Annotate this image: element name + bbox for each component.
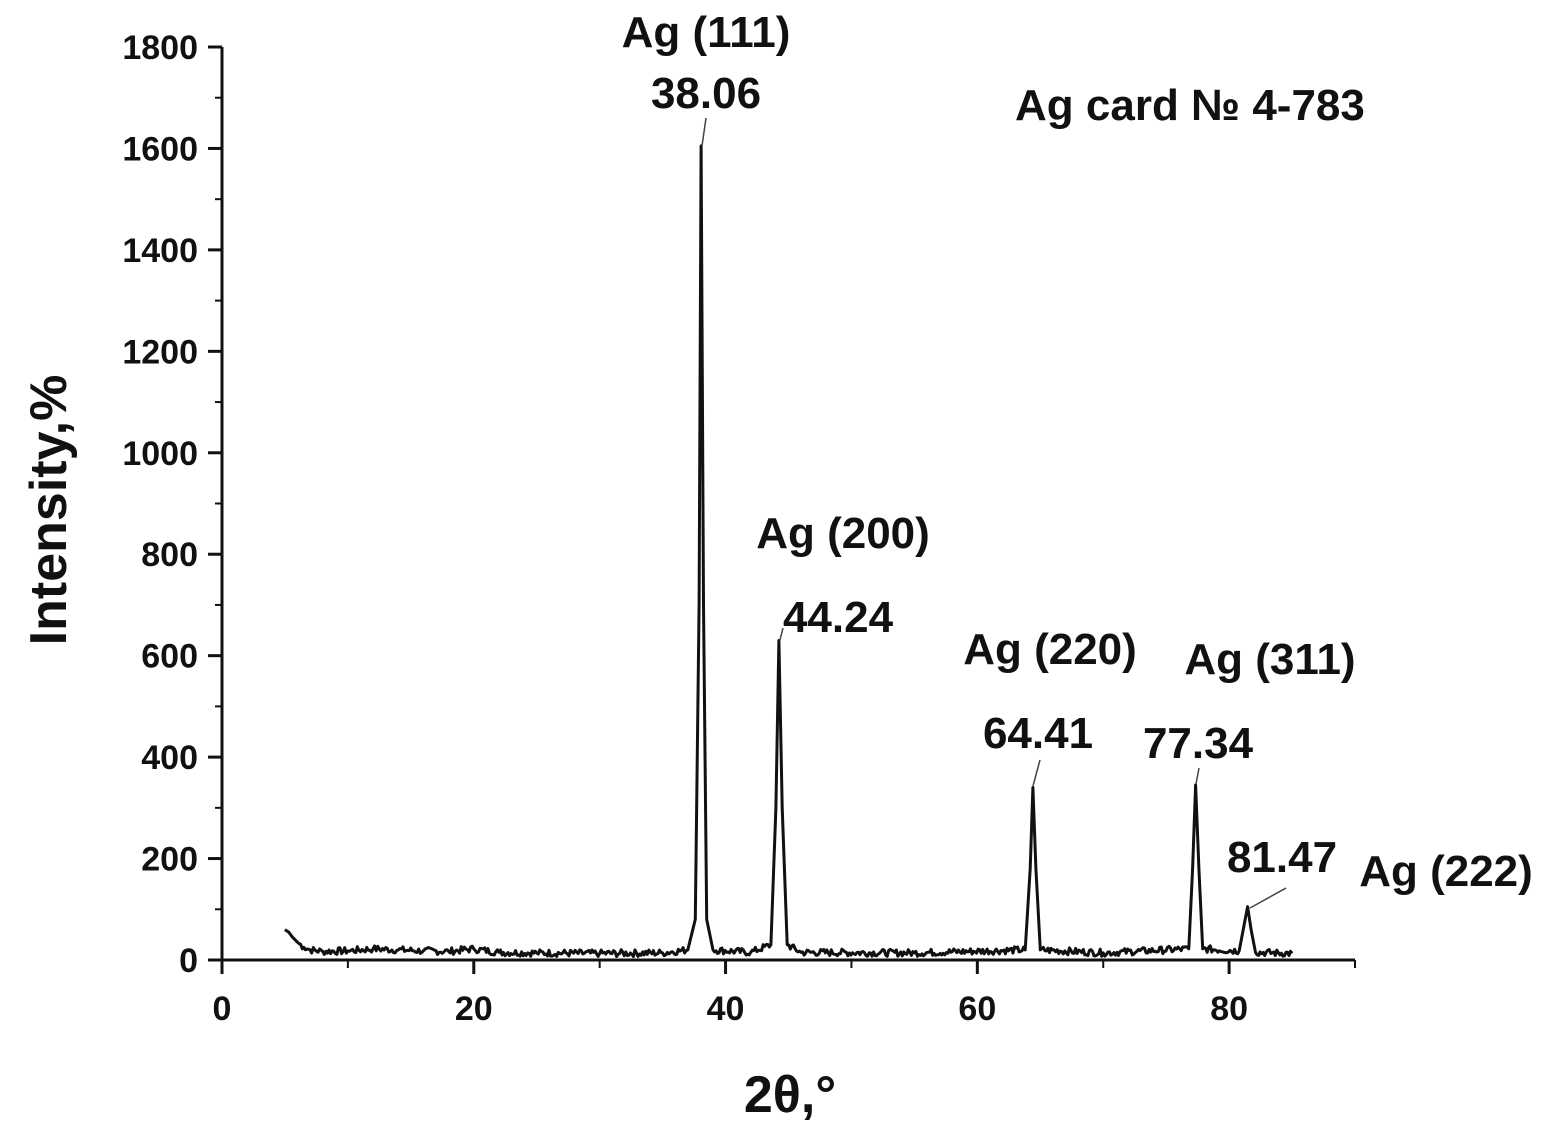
peak-hkl-label: Ag (200) [756, 509, 930, 558]
y-tick-label: 1800 [122, 29, 198, 67]
y-tick-label: 800 [141, 536, 198, 574]
y-tick-label: 1600 [122, 130, 198, 168]
peak-annotations: Ag (111) 38.06 Ag (200) 44.24 Ag (220) 64.41 A… [622, 8, 1533, 909]
y-tick-label: 400 [141, 739, 198, 777]
peak-angle-label: 44.24 [783, 593, 894, 642]
y-tick-label: 1200 [122, 333, 198, 371]
y-axis-title: Intensity,% [20, 375, 78, 646]
peak-angle-label: 64.41 [983, 709, 1093, 758]
peak-angle-label: 77.34 [1143, 719, 1254, 768]
peak-leader-line [1195, 767, 1200, 785]
series-line-0 [284, 144, 1294, 958]
peak-angle-label: 81.47 [1227, 833, 1337, 882]
peak-hkl-label: Ag (111) [622, 8, 791, 57]
x-tick-label: 40 [707, 990, 745, 1028]
x-tick-label: 60 [958, 990, 996, 1028]
peak-leader-line [1032, 759, 1041, 787]
x-tick-label: 80 [1210, 990, 1248, 1028]
y-tick-label: 1400 [122, 232, 198, 270]
peak-leader-line [701, 117, 707, 147]
x-tick-label: 0 [213, 990, 232, 1028]
y-tick-label: 200 [141, 841, 198, 879]
peak-hkl-label: Ag (220) [963, 625, 1137, 674]
peak-leader-line [779, 627, 784, 641]
axes: 0 200 400 600 800 1000 1200 1400 1600 1800 0 20 40 60… [122, 29, 1356, 1028]
y-tick-label: 0 [179, 942, 198, 980]
series-layer [284, 144, 1294, 958]
peak-angle-label: 38.06 [651, 69, 761, 118]
x-tick-label: 20 [455, 990, 493, 1028]
peak-hkl-label: Ag (311) [1184, 635, 1355, 684]
y-tick-label: 1000 [122, 435, 198, 473]
peak-leader-line [1249, 887, 1287, 909]
y-tick-label: 600 [141, 638, 198, 676]
x-axis-title: 2θ,° [744, 1066, 836, 1124]
card-label: Ag card № 4-783 [1015, 81, 1365, 130]
peak-hkl-label: Ag (222) [1359, 847, 1533, 896]
